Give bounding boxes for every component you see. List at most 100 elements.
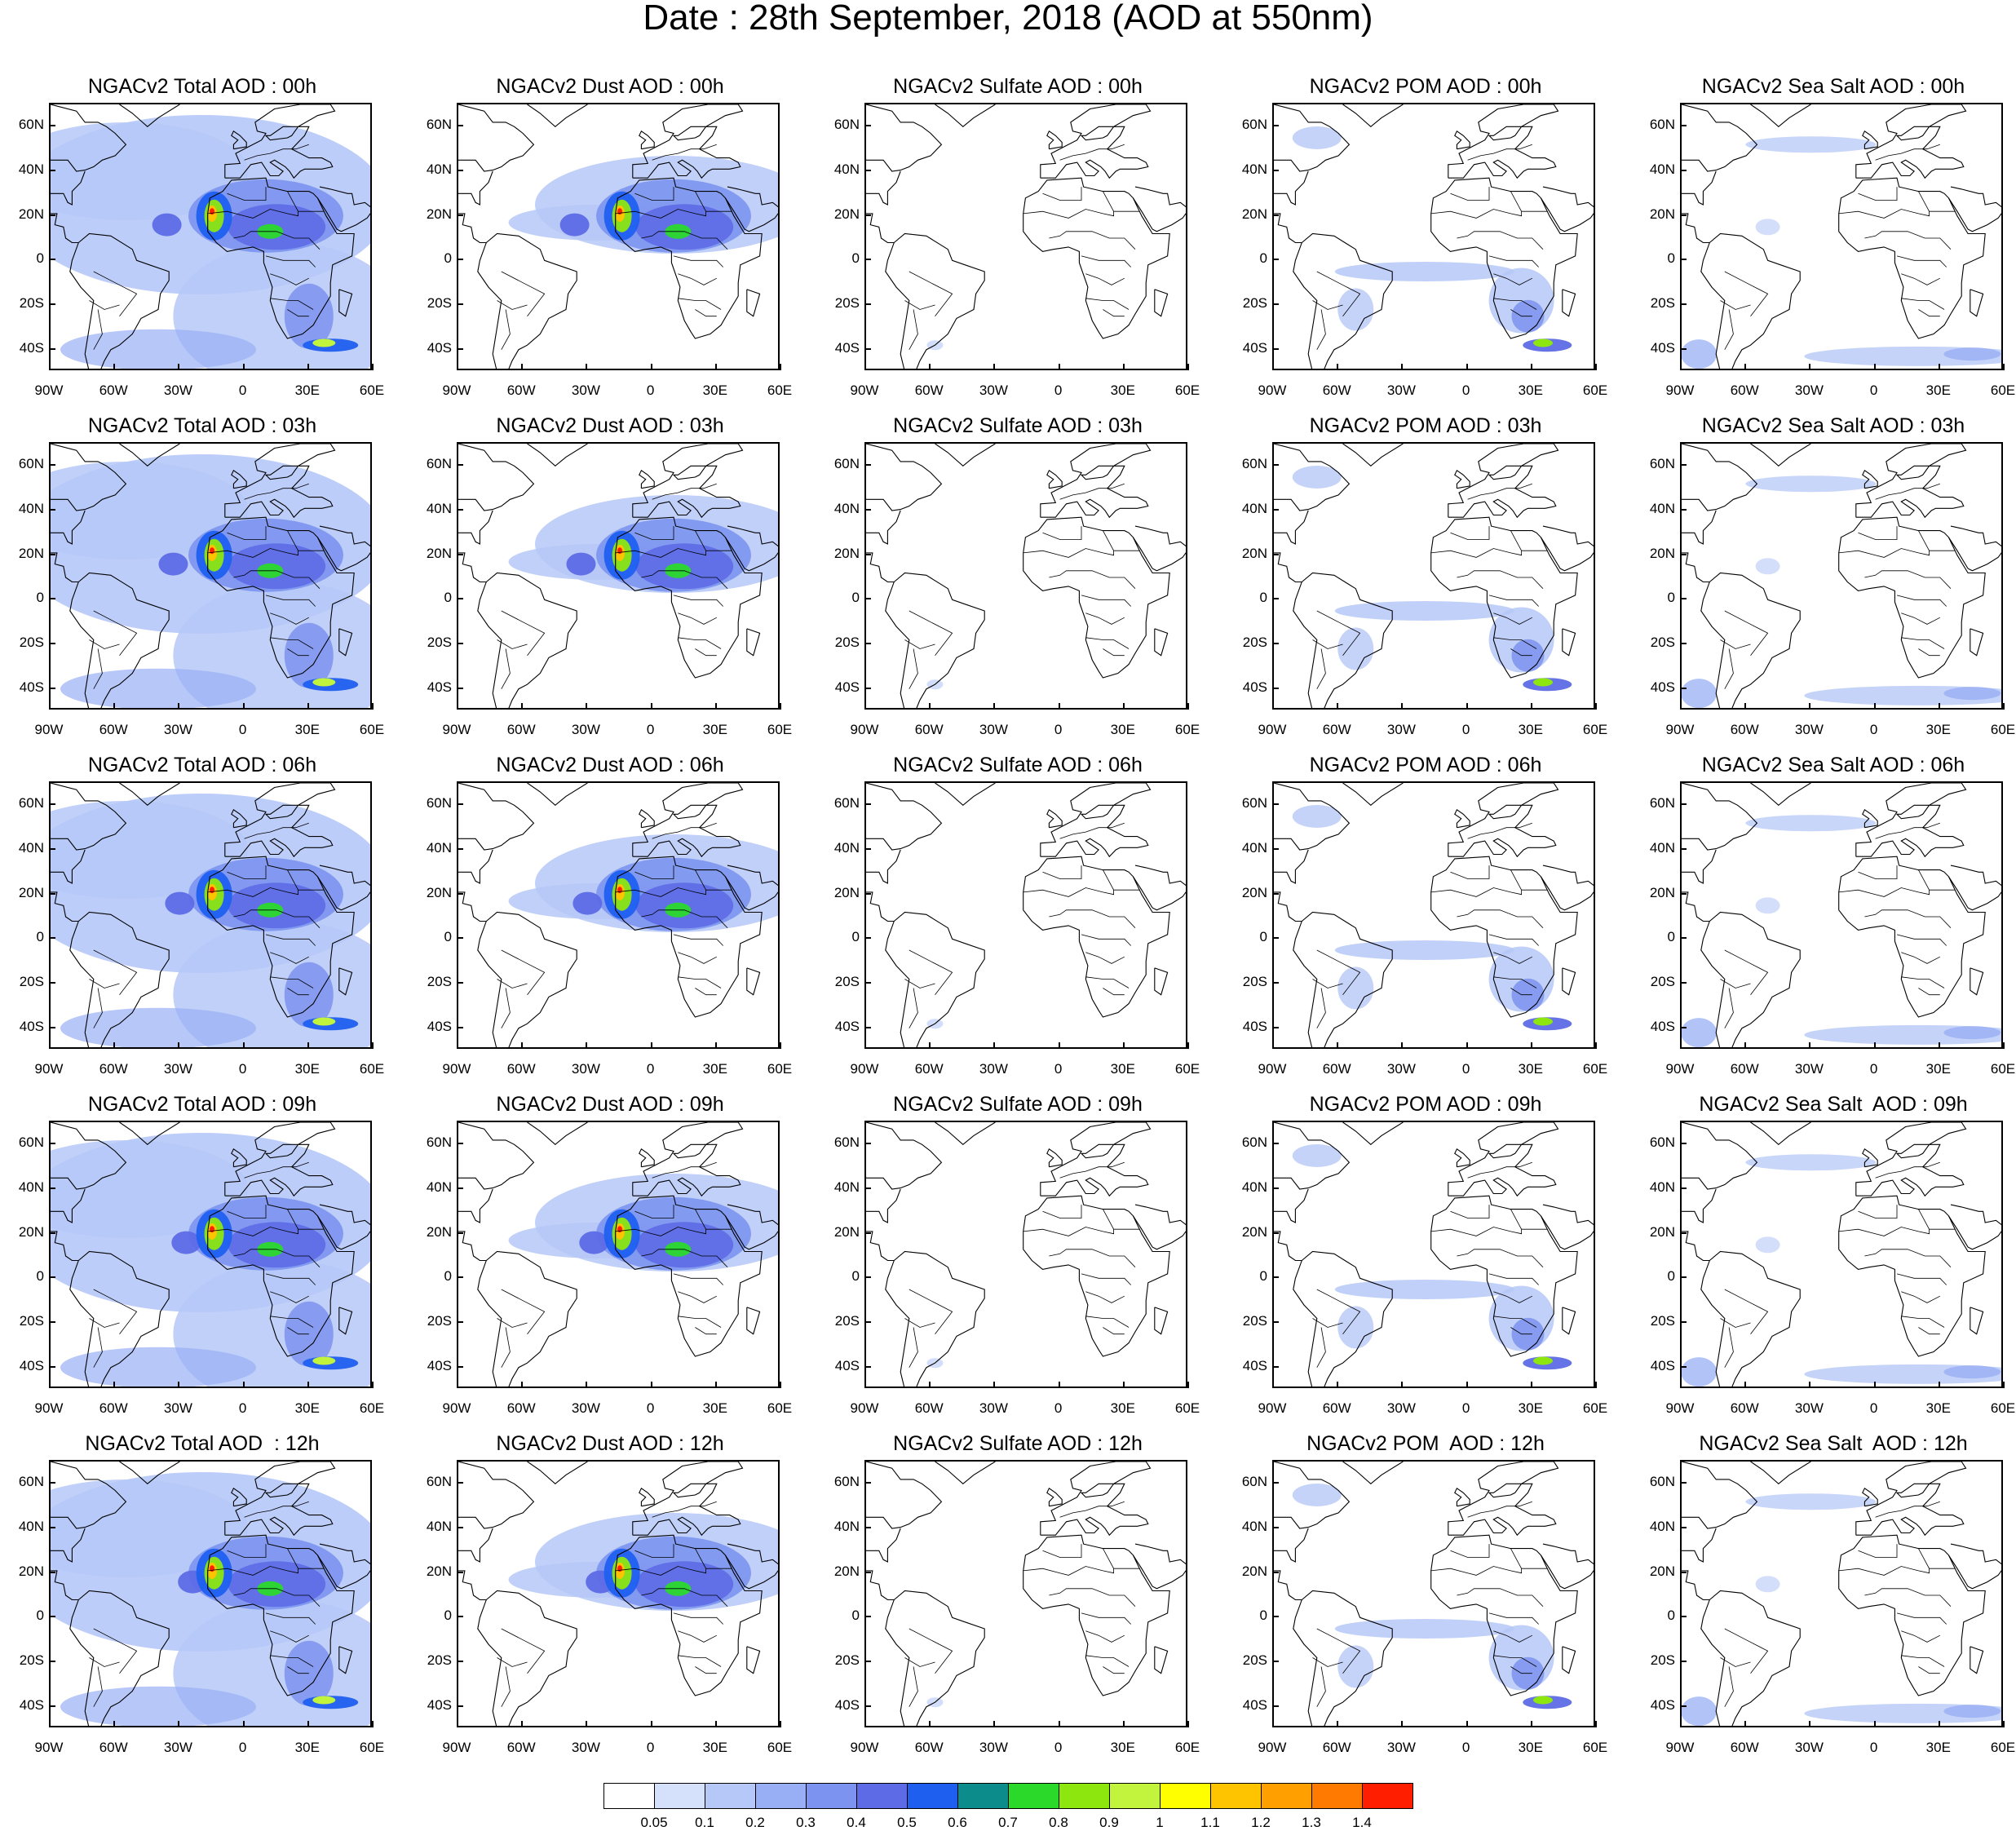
lon-tick-label: 90W	[850, 1740, 879, 1755]
coastline-britain	[1862, 1148, 1878, 1168]
country-border	[1059, 1161, 1125, 1179]
lat-tick-mark	[49, 125, 55, 127]
lat-tick-label: 0	[851, 1268, 860, 1285]
lat-tick-mark	[457, 598, 463, 600]
country-border	[909, 1327, 918, 1368]
lon-tick-mark	[1058, 703, 1060, 710]
country-border	[1864, 1588, 1952, 1607]
country-border	[501, 988, 511, 1028]
coastline-greenland	[527, 1122, 588, 1146]
coastline-central-america	[51, 213, 79, 244]
lat-tick-mark	[1680, 1482, 1687, 1484]
colorbar-swatch	[1362, 1783, 1413, 1809]
coastline-south-america	[1700, 1590, 1801, 1726]
country-border	[287, 869, 325, 891]
coastline-greenland	[935, 1122, 996, 1146]
lat-tick-label: 40N	[18, 161, 44, 177]
aod-field-plume	[1334, 262, 1514, 281]
coastline-central-america	[866, 552, 895, 583]
lon-tick-mark	[372, 364, 374, 370]
lat-tick-label: 60N	[1241, 1134, 1267, 1151]
colorbar-swatch	[603, 1783, 655, 1809]
lat-tick-mark	[864, 553, 871, 555]
lat-tick-mark	[1680, 643, 1687, 644]
lat-tick-mark	[457, 1321, 463, 1323]
country-border	[1316, 1289, 1361, 1334]
map-panel: NGACv2 Total AOD : 00h 60N 40N 20N 0 20S 40S 90…	[0, 75, 405, 414]
map-panel: NGACv2 Sulfate AOD : 00h 60N 40N 20N 0 20S 40S…	[816, 75, 1220, 414]
lon-tick-label: 60E	[1990, 1061, 2016, 1077]
aod-field-core	[617, 208, 622, 215]
lon-tick-mark	[1401, 364, 1404, 370]
coastline-africa	[615, 856, 763, 1018]
country-border	[287, 988, 309, 996]
country-border	[89, 639, 120, 649]
lat-tick-label: 40N	[18, 1179, 44, 1195]
coastline-us-southeast	[866, 510, 901, 545]
country-border	[1450, 1544, 1490, 1558]
country-border	[1510, 191, 1548, 212]
country-border	[1103, 530, 1140, 551]
country-border	[1858, 526, 1898, 540]
lon-tick-mark	[49, 1721, 51, 1727]
lat-tick-label: 40N	[426, 1179, 452, 1195]
coastline-africa	[1023, 177, 1170, 339]
lat-tick-mark	[1272, 1616, 1279, 1618]
lat-tick-mark	[1680, 803, 1687, 806]
country-border	[1510, 1327, 1532, 1335]
map-panel: NGACv2 Sulfate AOD : 12h 60N 40N 20N 0 20S 40S…	[816, 1432, 1220, 1771]
country-border	[678, 273, 717, 285]
lat-tick-label: 60N	[833, 456, 860, 472]
lat-tick-mark	[1680, 892, 1687, 895]
lat-tick-label: 40N	[426, 161, 452, 177]
lat-tick-mark	[49, 643, 55, 644]
lon-tick-label: 60E	[1582, 1740, 1608, 1755]
country-border	[1316, 1327, 1326, 1368]
country-border	[1049, 231, 1136, 250]
lon-tick-mark	[178, 1721, 180, 1727]
country-border	[265, 1273, 316, 1285]
aod-field-background	[60, 1686, 256, 1726]
coastline-madagascar	[338, 967, 353, 996]
lat-tick-label: 0	[36, 250, 44, 267]
country-border	[1059, 144, 1125, 161]
coastline-us-southeast	[458, 1528, 493, 1563]
lon-tick-label: 30W	[163, 1061, 192, 1077]
lat-tick-label: 60N	[18, 117, 44, 133]
coastline-south-america	[1700, 572, 1801, 708]
lon-tick-label: 60E	[767, 1740, 793, 1755]
lon-tick-mark	[1680, 364, 1682, 370]
lat-tick-mark	[1272, 464, 1279, 467]
lat-tick-label: 20N	[426, 1563, 452, 1579]
lon-tick-mark	[1595, 364, 1597, 370]
lon-tick-mark	[521, 703, 524, 710]
coastline-us-southeast	[458, 1188, 493, 1223]
coastline-south-america	[1293, 572, 1393, 708]
lon-tick-label: 60E	[767, 383, 793, 398]
lon-tick-mark	[650, 1382, 652, 1388]
lon-tick-mark	[929, 1382, 931, 1388]
lon-tick-label: 90W	[1258, 1740, 1287, 1755]
country-border	[909, 1666, 918, 1707]
coastline-central-america	[51, 891, 79, 922]
lon-tick-label: 60W	[506, 1400, 536, 1416]
lat-tick-mark	[457, 1187, 463, 1189]
lat-tick-label: 40S	[1650, 339, 1675, 356]
lat-tick-label: 0	[1259, 929, 1267, 945]
lat-tick-mark	[1272, 125, 1279, 127]
lat-tick-label: 40S	[834, 679, 860, 695]
aod-colorbar: 0.05 0.1 0.2 0.3 0.4 0.5 0.6 0.7 0.8 0.9 1 1.1 1.2 1.…	[603, 1783, 1413, 1831]
country-border	[287, 309, 309, 317]
lat-tick-mark	[1272, 937, 1279, 940]
lat-tick-label: 40S	[427, 1696, 452, 1713]
country-border	[615, 1227, 706, 1236]
lat-tick-mark	[457, 1705, 463, 1707]
aod-field-plume	[1337, 966, 1374, 1010]
lon-tick-label: 30W	[1794, 722, 1824, 737]
coastline-madagascar	[1562, 628, 1576, 657]
coastline-north-america	[866, 444, 943, 511]
country-border	[1085, 1291, 1125, 1303]
country-border	[652, 822, 717, 839]
map-plot-area	[864, 781, 1187, 1049]
lat-tick-label: 40S	[1242, 1357, 1267, 1373]
